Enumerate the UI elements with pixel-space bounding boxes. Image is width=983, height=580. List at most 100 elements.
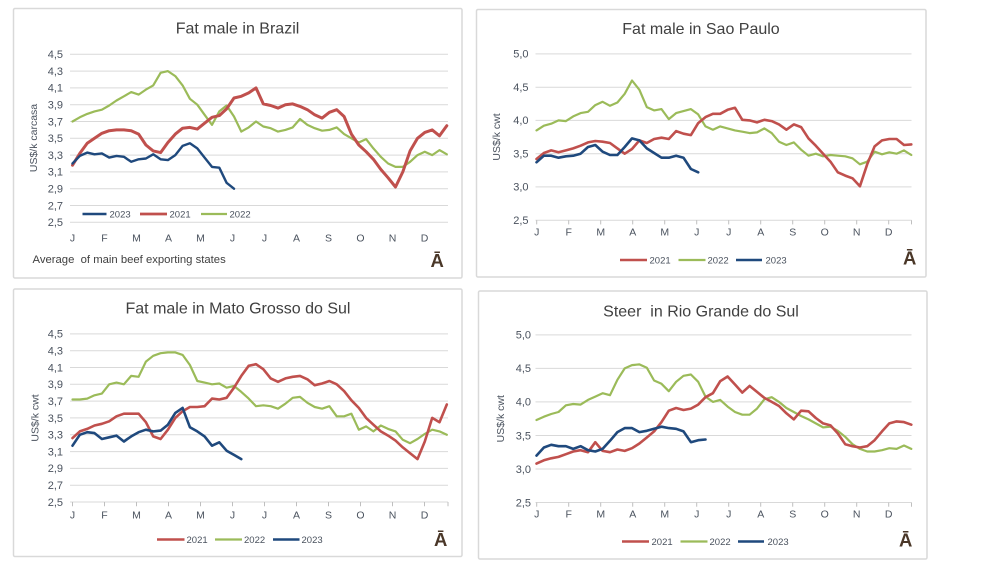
svg-text:Ā: Ā — [903, 248, 916, 269]
svg-text:2023: 2023 — [768, 537, 789, 548]
svg-text:A: A — [165, 510, 172, 522]
svg-text:2022: 2022 — [710, 537, 731, 548]
svg-text:2023: 2023 — [110, 210, 131, 221]
svg-text:Ā: Ā — [899, 530, 912, 551]
svg-text:2022: 2022 — [230, 210, 251, 221]
svg-text:3,0: 3,0 — [513, 182, 528, 194]
svg-text:2021: 2021 — [170, 210, 191, 221]
svg-text:D: D — [885, 227, 893, 239]
svg-text:A: A — [629, 227, 636, 239]
svg-text:S: S — [325, 233, 332, 245]
svg-text:3,5: 3,5 — [516, 430, 531, 442]
svg-text:3,1: 3,1 — [48, 446, 63, 458]
svg-text:J: J — [694, 227, 699, 239]
svg-text:2021: 2021 — [650, 256, 671, 267]
svg-text:Average of main beef exportin: Average of main beef exporting states — [33, 254, 227, 266]
svg-text:US$/k cwt: US$/k cwt — [491, 113, 503, 160]
svg-text:4,3: 4,3 — [48, 346, 63, 358]
svg-text:3,7: 3,7 — [48, 396, 63, 408]
svg-text:2,5: 2,5 — [513, 215, 528, 227]
svg-text:2,7: 2,7 — [48, 480, 63, 492]
svg-text:2021: 2021 — [187, 535, 208, 546]
svg-text:J: J — [230, 510, 235, 522]
svg-text:J: J — [534, 227, 539, 239]
svg-text:N: N — [389, 233, 397, 245]
svg-text:US$/k carcasa: US$/k carcasa — [28, 104, 40, 172]
svg-text:F: F — [101, 233, 107, 245]
svg-text:J: J — [70, 233, 75, 245]
svg-text:2,5: 2,5 — [516, 497, 531, 509]
svg-text:4,0: 4,0 — [513, 115, 528, 127]
svg-text:US$/k cwt: US$/k cwt — [495, 395, 507, 442]
svg-text:M: M — [196, 233, 205, 245]
svg-text:4,0: 4,0 — [516, 397, 531, 409]
svg-text:M: M — [660, 227, 669, 239]
svg-text:4,1: 4,1 — [48, 362, 63, 374]
svg-text:A: A — [165, 233, 172, 245]
svg-text:S: S — [789, 227, 796, 239]
svg-text:Ā: Ā — [431, 250, 444, 271]
svg-text:M: M — [596, 227, 605, 239]
svg-text:Ā: Ā — [434, 529, 447, 550]
svg-text:2022: 2022 — [244, 535, 265, 546]
svg-text:3,9: 3,9 — [48, 379, 63, 391]
svg-text:Fat male in Brazil: Fat male in Brazil — [176, 21, 300, 38]
svg-text:3,1: 3,1 — [48, 167, 63, 179]
svg-text:J: J — [534, 509, 539, 521]
svg-text:3,5: 3,5 — [513, 149, 528, 161]
svg-text:4,5: 4,5 — [513, 82, 528, 94]
svg-text:S: S — [789, 509, 796, 521]
svg-text:N: N — [853, 227, 861, 239]
svg-text:US$/k cwt: US$/k cwt — [30, 394, 42, 441]
svg-text:4,5: 4,5 — [516, 363, 531, 375]
svg-text:2022: 2022 — [708, 256, 729, 267]
svg-text:M: M — [132, 233, 141, 245]
svg-text:N: N — [389, 510, 397, 522]
svg-text:A: A — [757, 509, 764, 521]
svg-text:M: M — [196, 510, 205, 522]
svg-text:4,5: 4,5 — [48, 329, 63, 341]
svg-text:M: M — [660, 509, 669, 521]
svg-text:M: M — [132, 510, 141, 522]
svg-text:M: M — [596, 509, 605, 521]
svg-text:A: A — [293, 233, 300, 245]
svg-text:4,3: 4,3 — [48, 66, 63, 78]
svg-text:J: J — [70, 510, 75, 522]
svg-text:3,9: 3,9 — [48, 100, 63, 112]
svg-text:5,0: 5,0 — [513, 49, 528, 61]
svg-text:2023: 2023 — [766, 256, 787, 267]
svg-text:O: O — [821, 227, 829, 239]
svg-text:A: A — [293, 510, 300, 522]
svg-text:F: F — [101, 510, 107, 522]
svg-text:D: D — [421, 233, 429, 245]
svg-text:Steer in Rio Grande do Sul: Steer in Rio Grande do Sul — [603, 304, 799, 321]
svg-text:3,0: 3,0 — [516, 464, 531, 476]
svg-text:J: J — [262, 233, 267, 245]
svg-text:3,7: 3,7 — [48, 116, 63, 128]
svg-text:D: D — [421, 510, 429, 522]
svg-text:F: F — [565, 227, 571, 239]
svg-text:J: J — [726, 227, 731, 239]
svg-text:2023: 2023 — [302, 535, 323, 546]
svg-text:O: O — [356, 233, 364, 245]
svg-text:3,3: 3,3 — [48, 150, 63, 162]
svg-text:O: O — [821, 509, 829, 521]
svg-text:J: J — [262, 510, 267, 522]
svg-text:J: J — [694, 509, 699, 521]
svg-text:A: A — [757, 227, 764, 239]
svg-text:3,3: 3,3 — [48, 430, 63, 442]
svg-text:J: J — [726, 509, 731, 521]
svg-text:4,1: 4,1 — [48, 83, 63, 95]
svg-text:D: D — [885, 509, 893, 521]
svg-text:F: F — [565, 509, 571, 521]
svg-text:2,7: 2,7 — [48, 200, 63, 212]
svg-text:4,5: 4,5 — [48, 49, 63, 61]
svg-text:2,5: 2,5 — [48, 217, 63, 229]
svg-text:2,9: 2,9 — [48, 463, 63, 475]
svg-text:3,5: 3,5 — [48, 413, 63, 425]
svg-text:3,5: 3,5 — [48, 133, 63, 145]
svg-text:A: A — [629, 509, 636, 521]
svg-text:2021: 2021 — [652, 537, 673, 548]
svg-text:Fat male in Mato Grosso do Sul: Fat male in Mato Grosso do Sul — [126, 301, 351, 318]
svg-text:2,5: 2,5 — [48, 497, 63, 509]
